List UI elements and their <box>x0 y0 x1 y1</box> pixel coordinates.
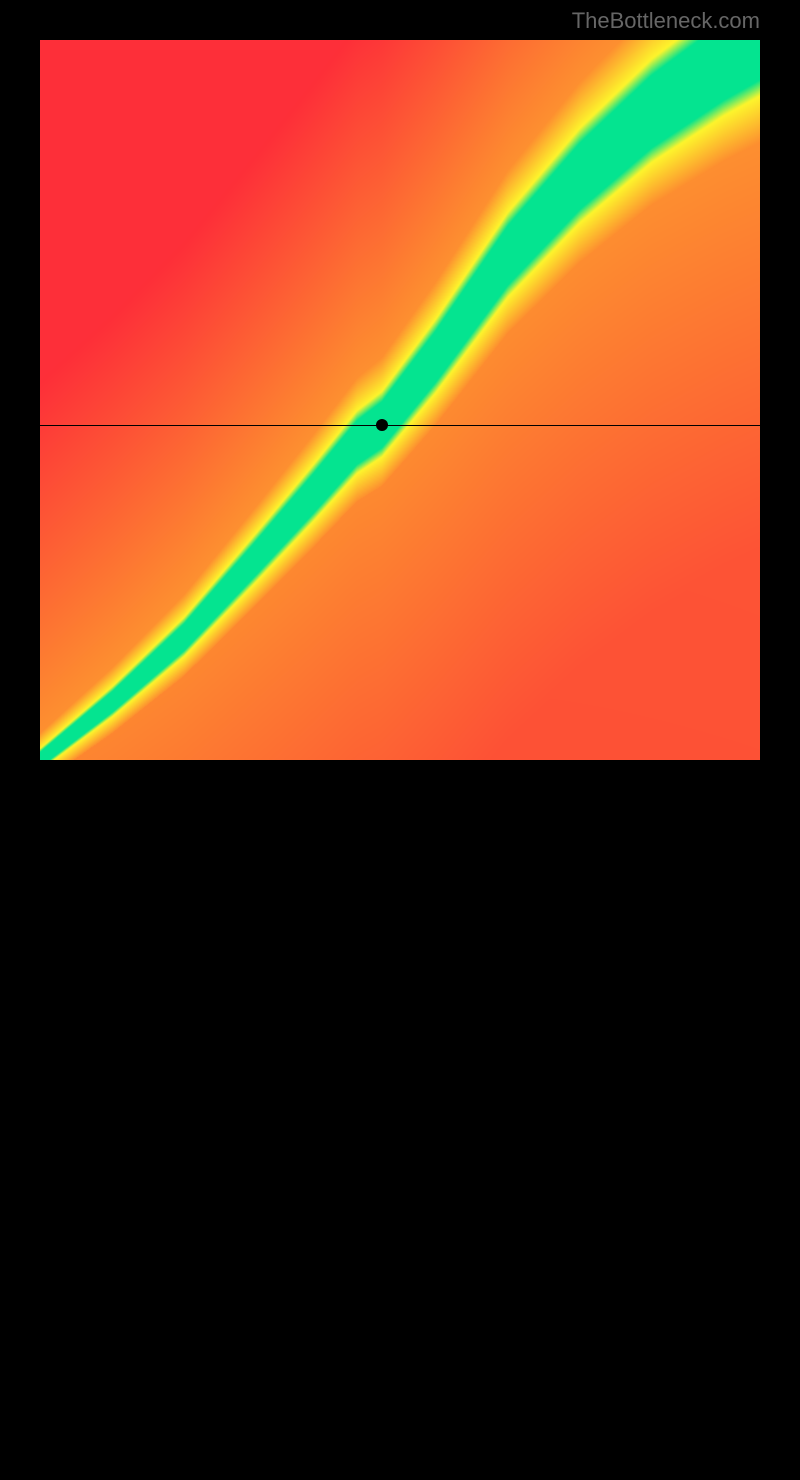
watermark-text: TheBottleneck.com <box>572 8 760 34</box>
crosshair-vertical <box>382 760 383 1480</box>
heatmap-canvas <box>40 40 760 760</box>
selected-point-marker <box>376 419 388 431</box>
crosshair-horizontal <box>40 425 760 426</box>
heatmap-plot <box>40 40 760 760</box>
